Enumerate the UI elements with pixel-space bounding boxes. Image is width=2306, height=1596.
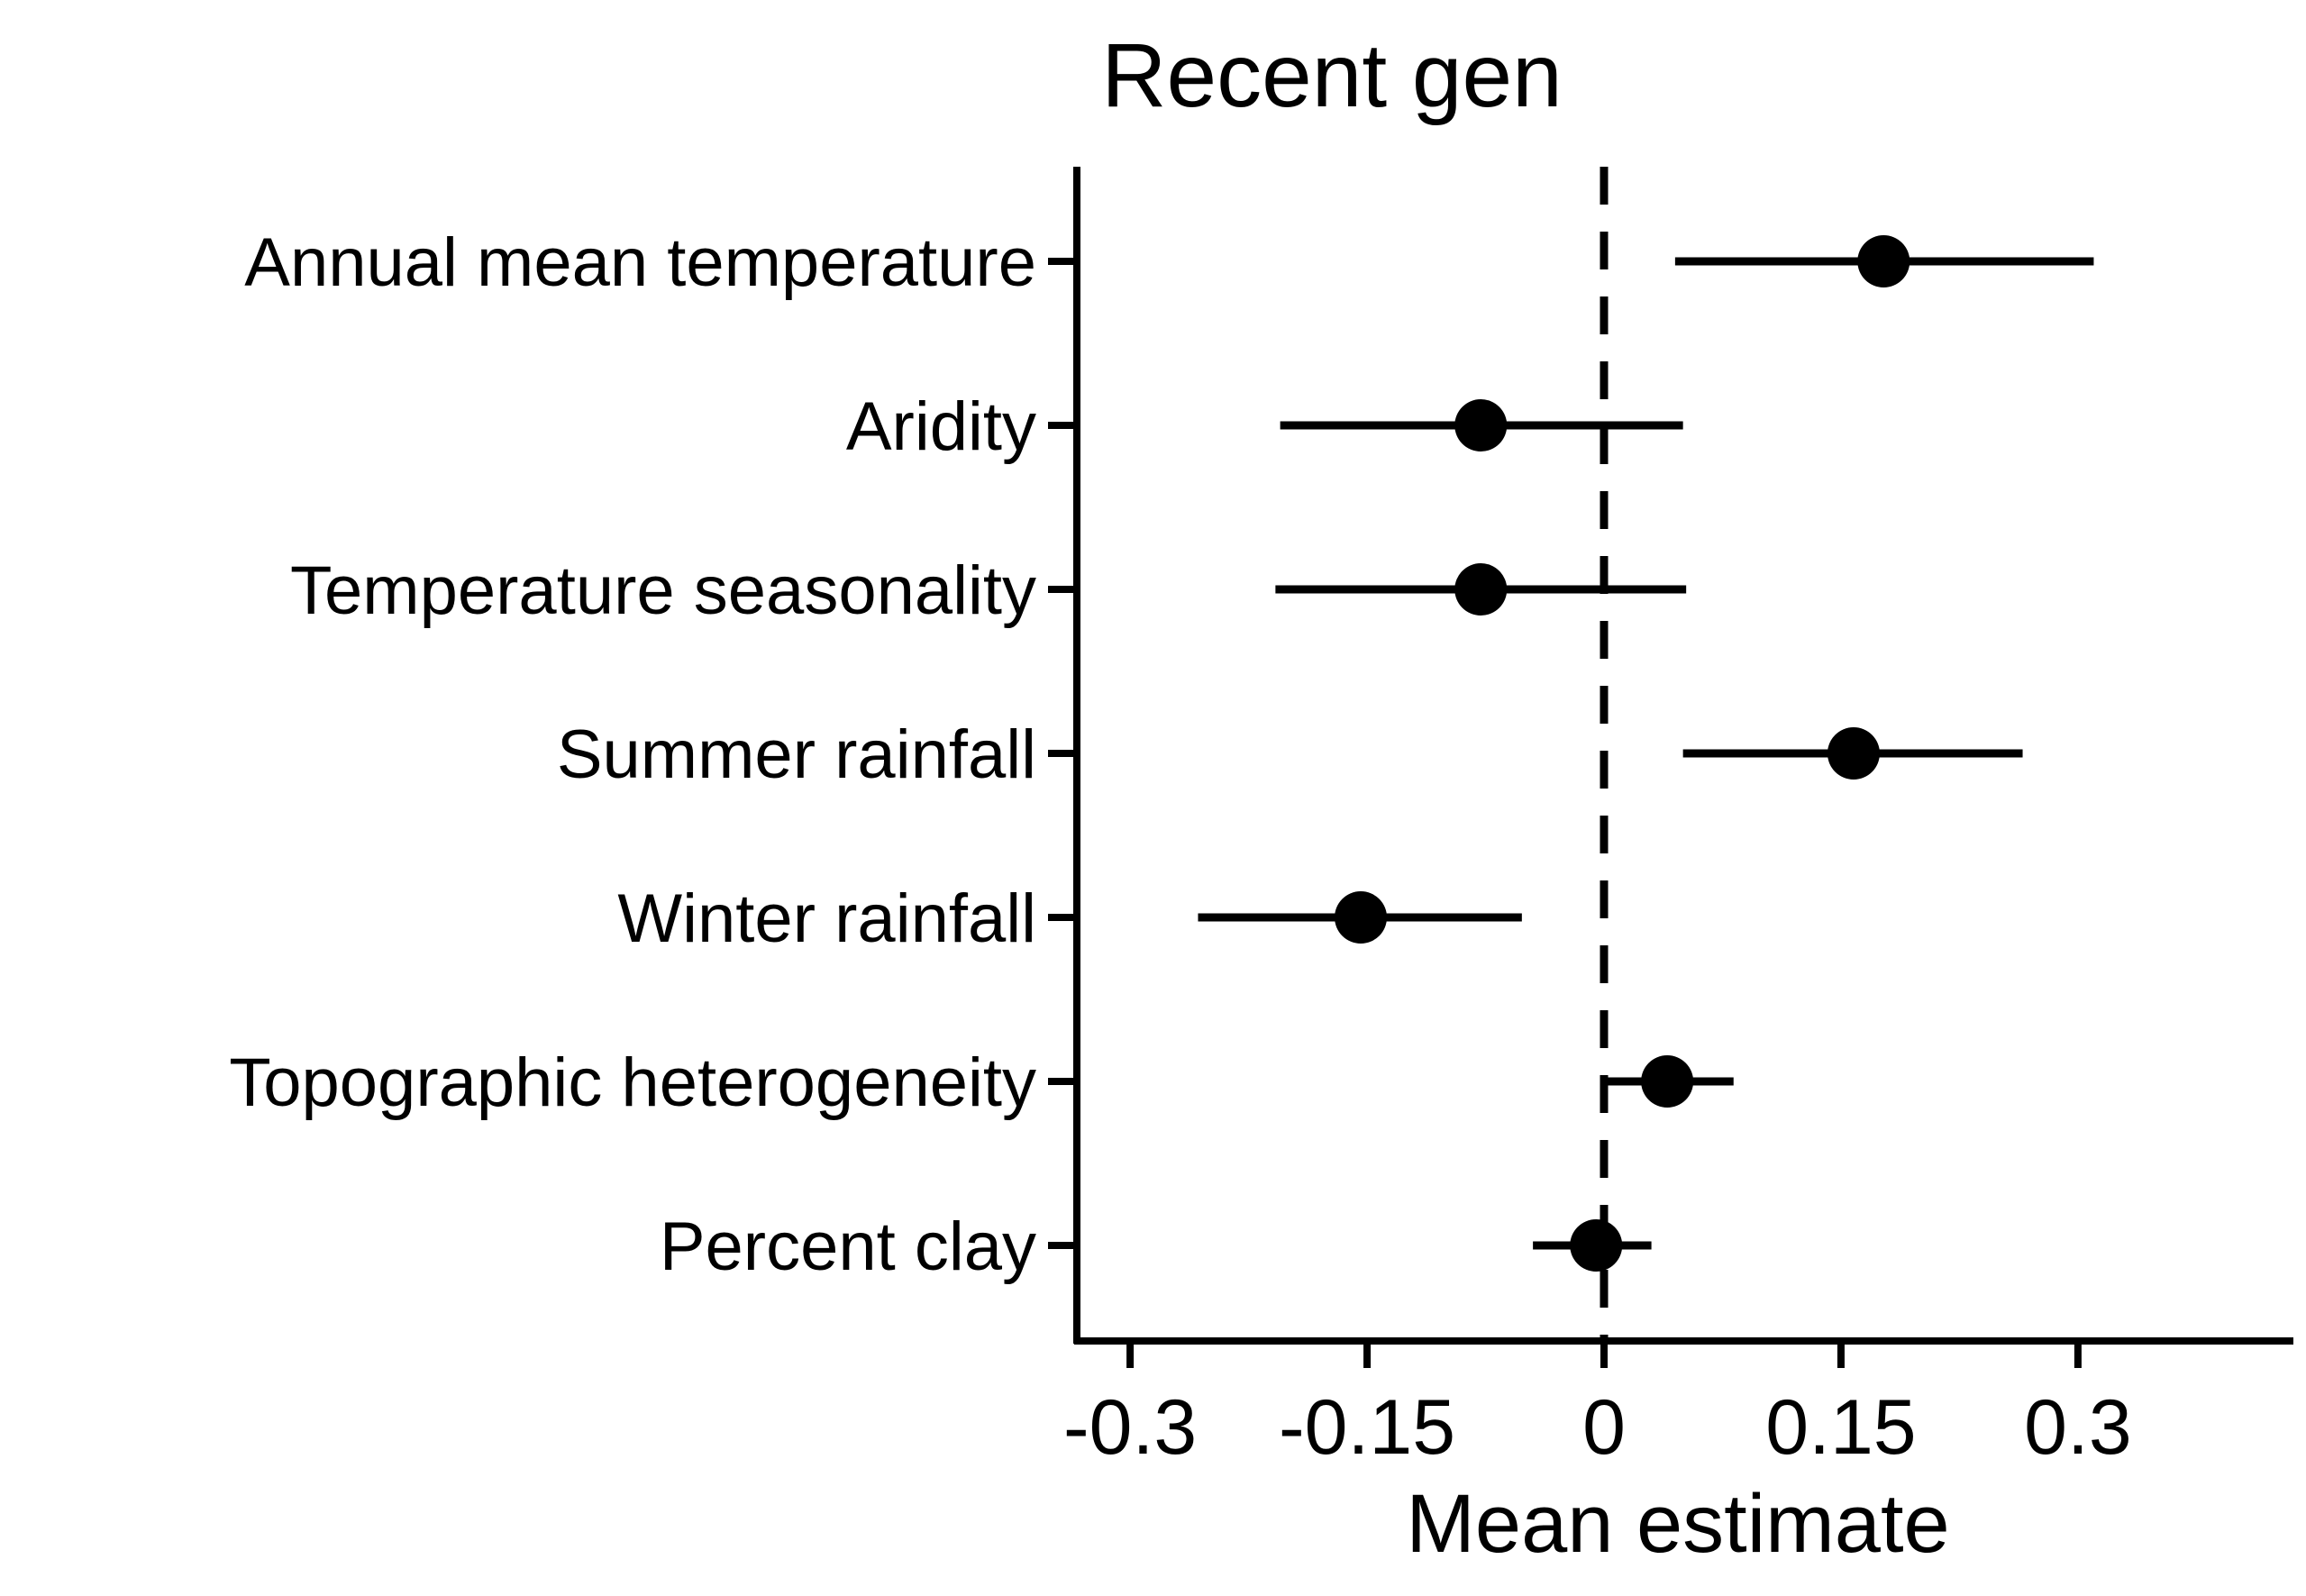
x-tick-label: 0.3 <box>2024 1384 2132 1471</box>
estimate-point <box>1335 891 1388 944</box>
estimate-point <box>1454 399 1508 451</box>
category-label: Winter rainfall <box>617 880 1036 957</box>
plot-area: -0.3 -0.15 0 0.15 0.3 Annual mean temperature… <box>229 167 2293 1471</box>
category-label: Annual mean temperature <box>244 224 1036 301</box>
x-tick-label: -0.15 <box>1279 1384 1455 1471</box>
category-label: Summer rainfall <box>557 716 1036 793</box>
x-tick-label: -0.3 <box>1063 1384 1197 1471</box>
estimate-point <box>1570 1219 1623 1272</box>
category-label: Aridity <box>846 388 1036 465</box>
estimate-point <box>1454 563 1508 616</box>
category-label: Percent clay <box>660 1208 1036 1285</box>
category-label: Temperature seasonality <box>290 552 1036 629</box>
estimate-point <box>1641 1055 1694 1108</box>
estimate-point <box>1827 727 1880 780</box>
estimate-point <box>1857 235 1910 287</box>
x-tick-label: 0.15 <box>1765 1384 1916 1471</box>
x-tick-label: 0 <box>1582 1384 1626 1471</box>
chart-title: Recent gen <box>1101 25 1562 126</box>
category-label: Topographic heterogeneity <box>229 1044 1036 1121</box>
x-axis-title: Mean estimate <box>1406 1478 1949 1570</box>
